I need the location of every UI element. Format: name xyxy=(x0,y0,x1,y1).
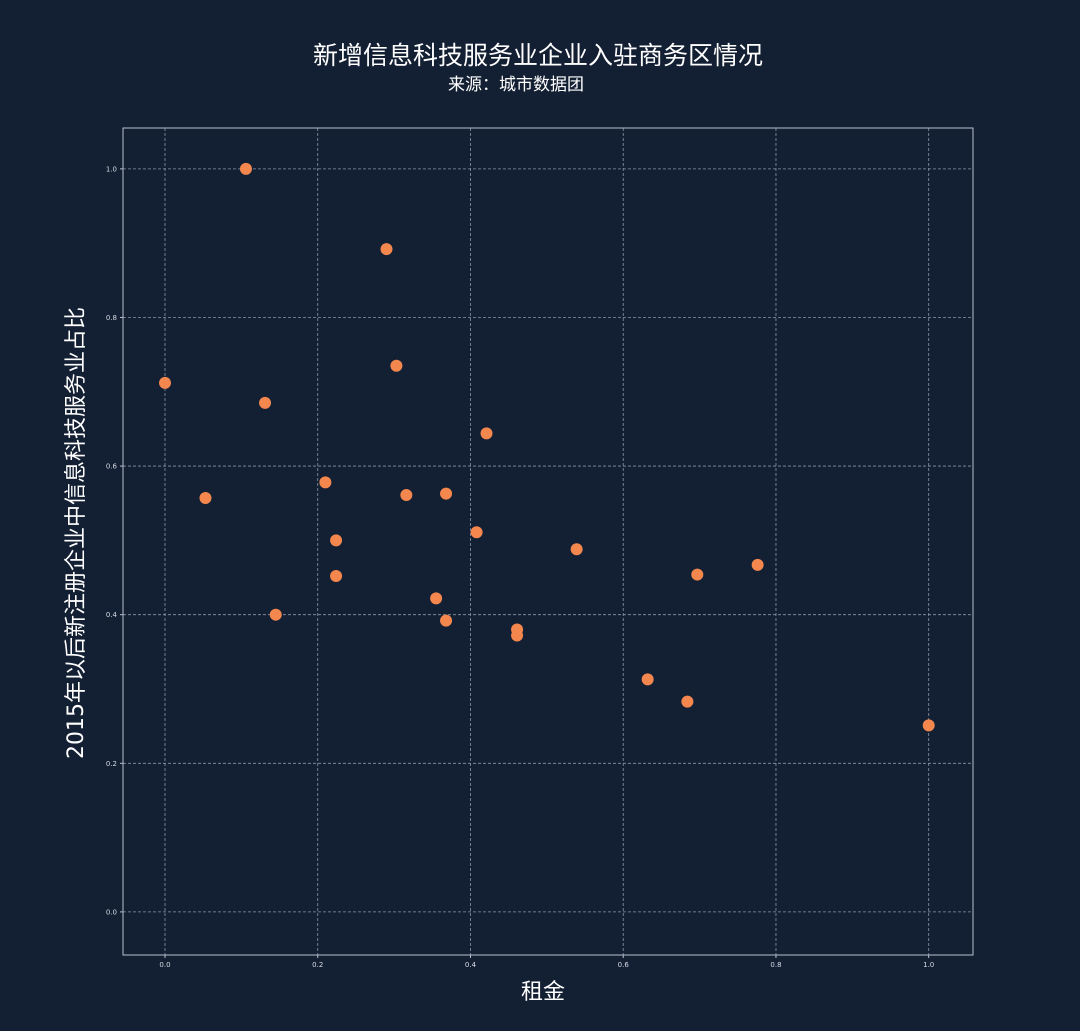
scatter-point xyxy=(319,476,332,489)
chart-subtitle: 来源：城市数据团 xyxy=(448,75,584,95)
x-tick-label: 1.0 xyxy=(923,961,934,969)
scatter-point xyxy=(751,558,764,571)
data-points xyxy=(159,162,935,732)
y-tick-label: 1.0 xyxy=(106,165,117,173)
scatter-point xyxy=(239,162,252,175)
scatter-point xyxy=(681,695,694,708)
axis-ticks: 0.0 0.2 0.4 0.6 0.8 1.0 0.0 0.2 0.4 0.6 0.8 1.0 xyxy=(106,165,934,969)
scatter-point xyxy=(570,543,583,556)
y-tick-label: 0.0 xyxy=(106,908,117,916)
scatter-point xyxy=(400,489,413,502)
plot-frame xyxy=(122,127,974,956)
scatter-point xyxy=(159,376,172,389)
y-tick-label: 0.6 xyxy=(106,463,118,471)
x-tick-label: 0.8 xyxy=(770,961,781,969)
scatter-point xyxy=(430,592,443,605)
scatter-point xyxy=(641,673,654,686)
scatter-point xyxy=(199,492,212,505)
grid-lines xyxy=(123,128,973,955)
scatter-point xyxy=(330,570,343,583)
x-tick-label: 0.4 xyxy=(465,961,477,969)
x-tick-label: 0.0 xyxy=(159,961,170,969)
scatter-point xyxy=(922,719,935,732)
x-tick-label: 0.6 xyxy=(618,961,630,969)
scatter-point xyxy=(259,396,272,409)
scatter-point xyxy=(440,487,453,500)
x-tick-label: 0.2 xyxy=(312,961,323,969)
scatter-point xyxy=(269,608,282,621)
y-tick-label: 0.8 xyxy=(106,314,117,322)
scatter-point xyxy=(511,629,524,642)
scatter-point xyxy=(390,359,403,372)
scatter-point xyxy=(380,243,393,256)
scatter-point xyxy=(330,534,343,547)
y-axis-label: 2015年以后新注册企业中信息科技服务业占比 xyxy=(64,307,89,759)
y-tick-label: 0.2 xyxy=(106,760,117,768)
scatter-point xyxy=(480,427,493,440)
scatter-point xyxy=(691,568,704,581)
chart-title: 新增信息科技服务业企业入驻商务区情况 xyxy=(313,41,763,70)
scatter-point xyxy=(470,526,483,539)
scatter-point xyxy=(440,614,453,627)
x-axis-label: 租金 xyxy=(521,980,565,1005)
y-tick-label: 0.4 xyxy=(106,611,118,619)
